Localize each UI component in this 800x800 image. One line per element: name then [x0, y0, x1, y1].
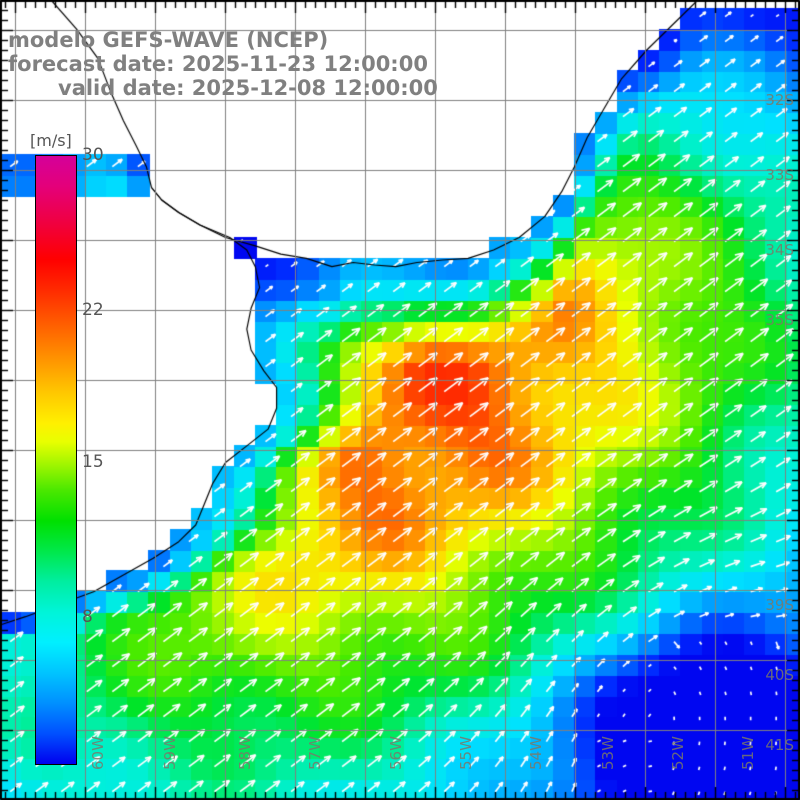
longitude-tick: 58W: [236, 736, 254, 770]
model-title: modelo GEFS-WAVE (NCEP): [8, 28, 329, 52]
colorbar-tick: 15: [82, 452, 104, 472]
valid-date-label: valid date: 2025-12-08 12:00:00: [58, 76, 438, 100]
longitude-tick: 55W: [457, 736, 475, 770]
longitude-tick: 54W: [527, 736, 545, 770]
colorbar-unit-label: [m/s]: [30, 131, 72, 150]
colorbar-gradient: [35, 155, 77, 765]
longitude-tick: 51W: [739, 736, 757, 770]
longitude-tick: 57W: [306, 736, 324, 770]
colorbar-tick: 8: [82, 607, 93, 627]
latitude-tick: 33S: [765, 166, 794, 184]
latitude-tick: 34S: [765, 241, 794, 259]
latitude-tick: 39S: [765, 596, 794, 614]
longitude-tick: 60W: [89, 736, 107, 770]
latitude-tick: 35S: [765, 311, 794, 329]
longitude-tick: 52W: [669, 736, 687, 770]
colorbar-tick: 30: [82, 145, 104, 165]
longitude-tick: 53W: [599, 736, 617, 770]
longitude-tick: 56W: [387, 736, 405, 770]
latitude-tick: 40S: [765, 666, 794, 684]
colorbar-tick: 22: [82, 300, 104, 320]
longitude-tick: 59W: [161, 736, 179, 770]
latitude-tick: 41S: [765, 736, 794, 754]
forecast-date-label: forecast date: 2025-11-23 12:00:00: [8, 52, 428, 76]
latitude-tick: 32S: [765, 91, 794, 109]
